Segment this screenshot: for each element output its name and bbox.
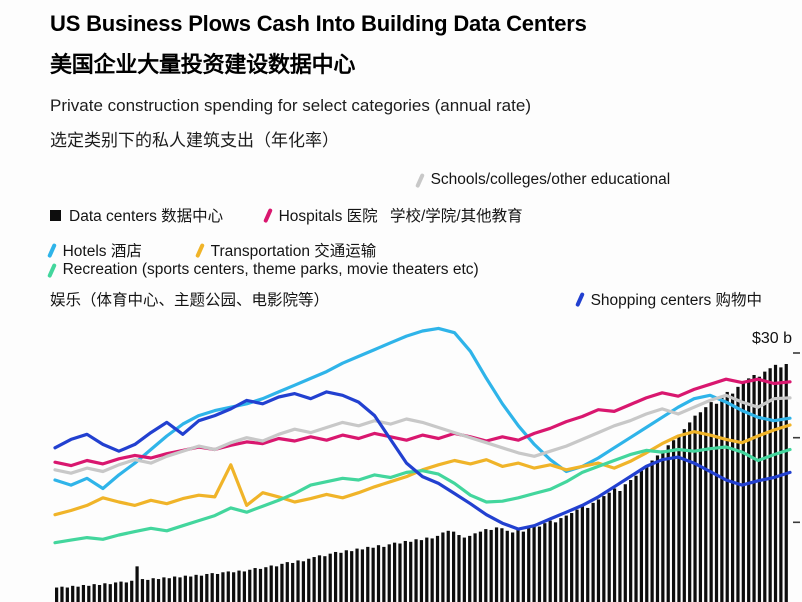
chart-title-en: US Business Plows Cash Into Building Dat… — [50, 11, 587, 36]
chart-subtitle-zh: 选定类别下的私人建筑支出（年化率） — [50, 131, 339, 150]
legend-item-hotels: Hotels 酒店 — [47, 239, 142, 261]
legend-label-recreation: Recreation (sports centers, theme parks,… — [62, 261, 479, 278]
transportation-legend-swatch — [195, 242, 205, 258]
chart-subtitle-en: Private construction spending for select… — [50, 96, 531, 115]
legend-item-recreation-zh: 娱乐（体育中心、主题公园、电影院等） — [50, 288, 329, 310]
legend-item-schools-zh: 学校/学院/其他教育 — [390, 204, 523, 226]
legend-label-hospitals: Hospitals 医院 — [278, 208, 378, 225]
chart-canvas — [53, 326, 800, 602]
legend-item-transportation: Transportation 交通运输 — [195, 239, 377, 261]
legend-label-hotels: Hotels 酒店 — [62, 243, 142, 260]
legend-label-transportation: Transportation 交通运输 — [210, 243, 377, 260]
legend-label-data-centers: Data centers 数据中心 — [69, 208, 224, 225]
chart-area: $30 b — [0, 320, 802, 602]
hospitals-legend-swatch — [263, 207, 273, 223]
shopping-legend-swatch — [575, 291, 585, 307]
chart-title-zh: 美国企业大量投资建设数据中心 — [50, 52, 356, 77]
legend-label-schools-zh: 学校/学院/其他教育 — [390, 208, 523, 225]
legend-label-schools: Schools/colleges/other educational — [430, 171, 671, 188]
legend-item-shopping: Shopping centers 购物中 — [575, 288, 763, 310]
y-axis-top-label: $30 b — [752, 330, 793, 347]
legend-label-recreation-zh: 娱乐（体育中心、主题公园、电影院等） — [50, 292, 330, 309]
legend-item-hospitals: Hospitals 医院 — [263, 204, 378, 226]
hotels-legend-swatch — [47, 242, 57, 258]
data-centers-legend-swatch — [50, 209, 61, 221]
legend-item-schools: Schools/colleges/other educational — [415, 171, 671, 189]
legend-item-recreation: Recreation (sports centers, theme parks,… — [47, 261, 479, 279]
schools-legend-swatch — [415, 172, 425, 188]
legend-label-shopping: Shopping centers 购物中 — [590, 292, 763, 309]
recreation-legend-swatch — [47, 262, 57, 278]
legend-item-data-centers: Data centers 数据中心 — [50, 204, 223, 226]
